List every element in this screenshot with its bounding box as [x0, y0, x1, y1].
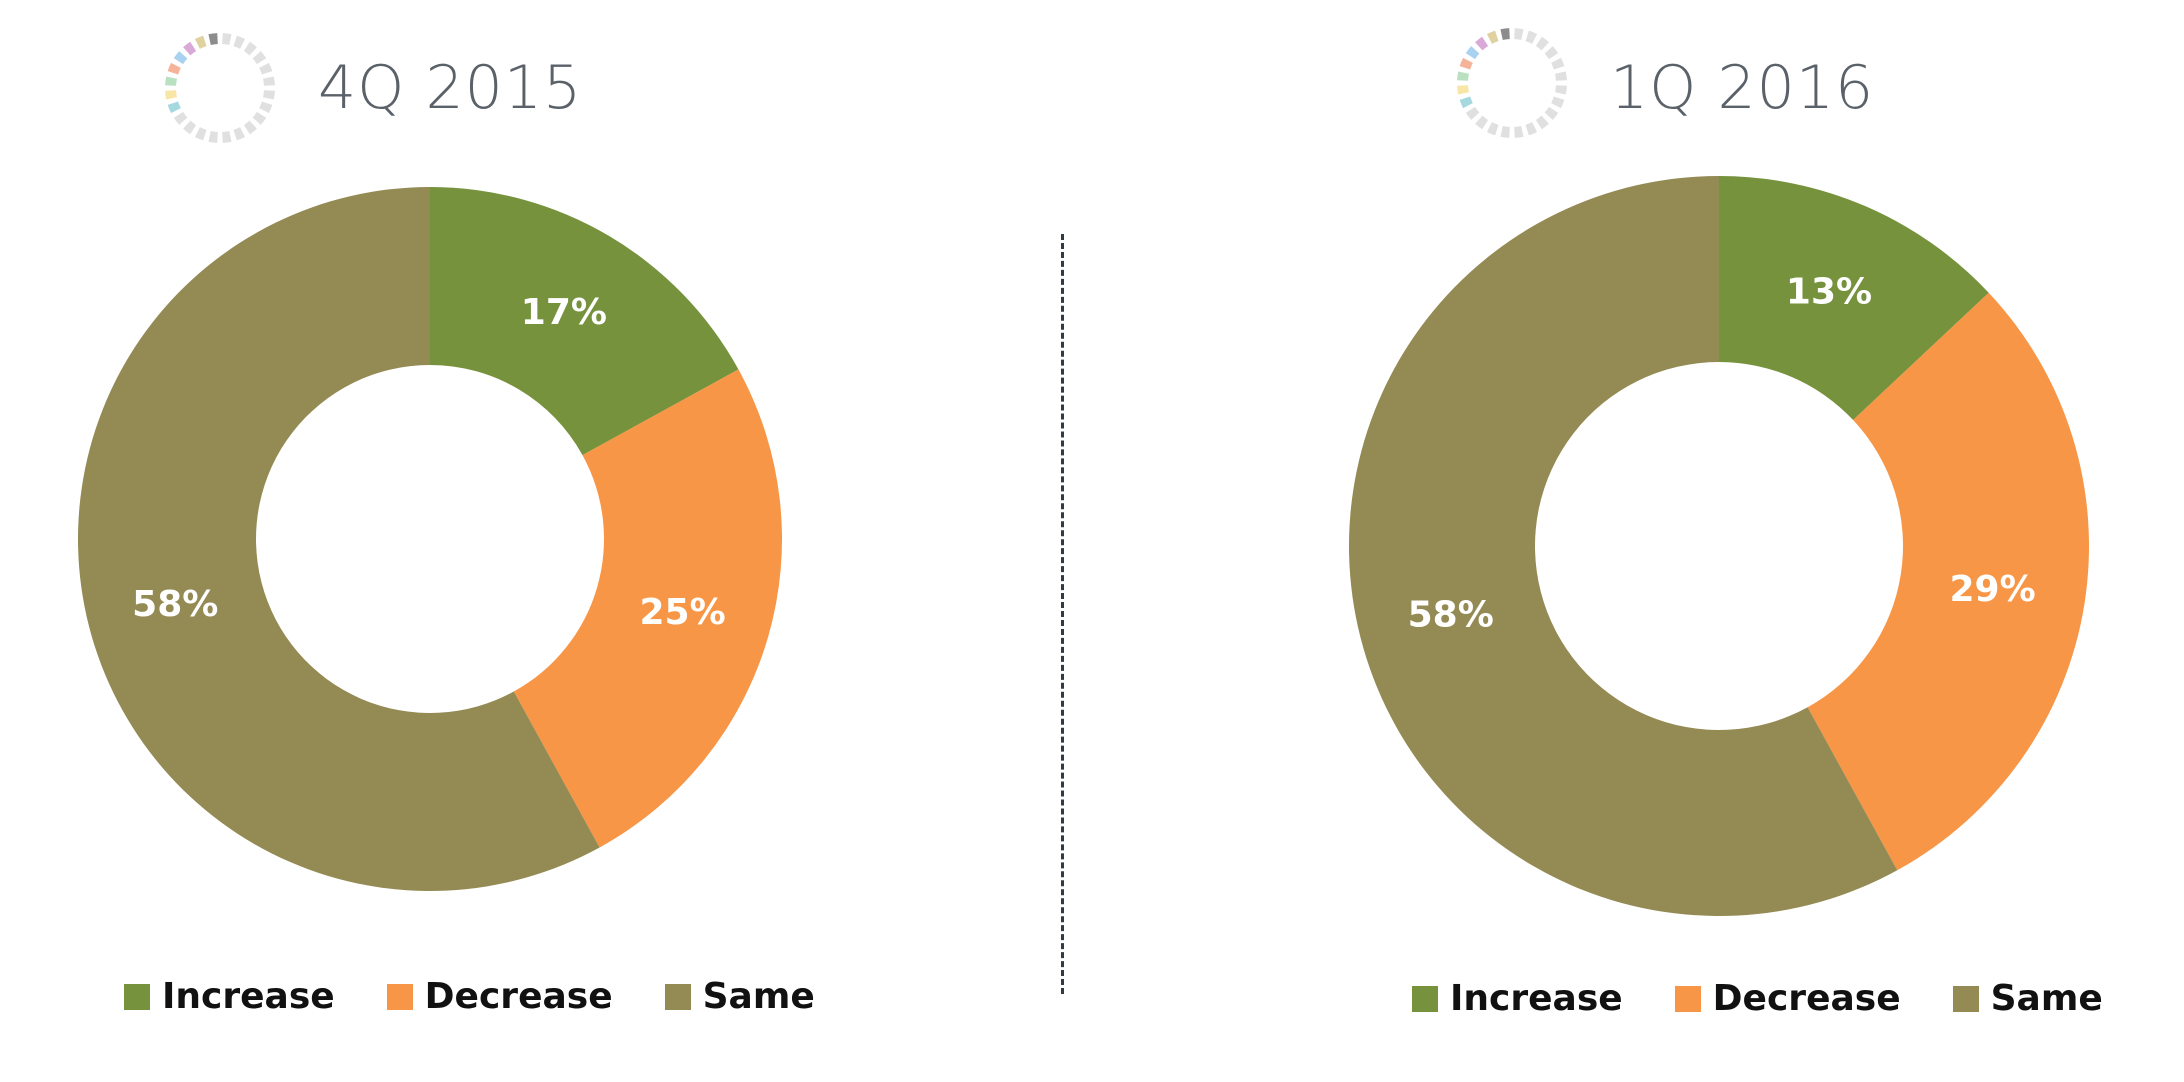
chart-panel-4q-2015: 4Q 2015 17% 25% 58% Increase Decrease Same	[78, 33, 815, 1017]
ring-segment	[1525, 122, 1538, 136]
ring-segment	[194, 127, 207, 141]
legend-item-same: Same	[664, 976, 815, 1017]
ring-segment	[1457, 71, 1469, 81]
donut-chart: 13% 29% 58%	[1348, 176, 2089, 916]
ring-segment	[1475, 115, 1489, 130]
donut-slice-decrease	[513, 369, 782, 848]
ring-segment	[208, 131, 218, 143]
data-label-increase: 13%	[1786, 271, 1872, 312]
legend-swatch-decrease	[1674, 985, 1701, 1012]
ring-segment	[1555, 71, 1567, 81]
legend-swatch-increase	[124, 983, 150, 1010]
ring-segment	[1486, 122, 1499, 136]
ring-segment	[208, 33, 218, 45]
chart-title: 1Q 2016	[1610, 53, 1875, 123]
donut-slice-same	[78, 187, 600, 891]
ring-segment	[222, 131, 232, 143]
ring-segment	[1525, 30, 1538, 44]
legend-item-increase: Increase	[124, 976, 335, 1017]
ring-segment	[1555, 85, 1567, 95]
ring-segment	[1514, 28, 1524, 40]
donut-slice-decrease	[1807, 292, 2089, 871]
chart-title: 4Q 2015	[318, 53, 583, 123]
ring-segment	[259, 62, 273, 75]
data-label-decrease: 29%	[1950, 569, 2036, 610]
chart-panel-1q-2016: 1Q 2016 13% 29% 58% Increase Decrease Same	[1092, 0, 2184, 1082]
ring-segment	[263, 76, 275, 86]
legend-item-decrease: Decrease	[1674, 978, 1901, 1019]
ring-segment	[167, 62, 181, 75]
ring-segment	[222, 33, 232, 45]
ring-segment	[173, 111, 188, 125]
segmented-ring-icon	[165, 33, 275, 143]
legend-item-increase: Increase	[1412, 978, 1623, 1019]
ring-segment	[1535, 115, 1549, 130]
data-label-decrease: 25%	[639, 592, 725, 633]
ring-segment	[252, 51, 267, 65]
ring-segment	[243, 41, 257, 56]
ring-segment	[1535, 36, 1549, 51]
legend-label-decrease: Decrease	[424, 976, 613, 1017]
ring-segment	[1544, 106, 1559, 120]
donut-slice-increase	[1719, 176, 1989, 421]
donut-slice-same	[1348, 176, 1898, 916]
chart-legend: Increase Decrease Same	[1412, 978, 2103, 1019]
ring-segment	[1459, 96, 1473, 109]
ring-segment	[1486, 30, 1499, 44]
ring-segment	[263, 90, 275, 100]
ring-segment	[1551, 57, 1565, 70]
ring-segment	[1457, 85, 1469, 95]
donut-slice-increase	[430, 187, 739, 456]
legend-swatch-decrease	[386, 983, 413, 1010]
ring-segment	[183, 120, 197, 135]
panel-divider	[1061, 234, 1064, 994]
ring-segment	[165, 76, 177, 86]
ring-segment	[233, 35, 246, 49]
legend-swatch-same	[664, 983, 691, 1010]
ring-segment	[1500, 28, 1510, 40]
segmented-ring-icon	[1457, 28, 1567, 138]
ring-segment	[1514, 126, 1524, 138]
legend-swatch-same	[1952, 985, 1979, 1012]
ring-segment	[1544, 46, 1559, 60]
data-label-same: 58%	[1408, 594, 1494, 635]
data-label-same: 58%	[132, 584, 218, 625]
legend-item-same: Same	[1952, 978, 2103, 1019]
ring-segment	[1465, 46, 1480, 60]
ring-segment	[165, 90, 177, 100]
ring-segment	[1551, 96, 1565, 109]
ring-segment	[252, 111, 267, 125]
chart-legend: Increase Decrease Same	[124, 976, 815, 1017]
legend-label-increase: Increase	[1450, 978, 1623, 1019]
legend-swatch-increase	[1412, 985, 1438, 1012]
ring-segment	[1465, 106, 1480, 120]
ring-segment	[183, 41, 197, 56]
legend-label-same: Same	[1990, 978, 2103, 1019]
ring-segment	[1475, 36, 1489, 51]
legend-item-decrease: Decrease	[386, 976, 613, 1017]
ring-segment	[243, 120, 257, 135]
legend-label-decrease: Decrease	[1712, 978, 1901, 1019]
ring-segment	[233, 127, 246, 141]
ring-segment	[194, 35, 207, 49]
legend-label-same: Same	[702, 976, 815, 1017]
legend-label-increase: Increase	[162, 976, 335, 1017]
donut-chart: 17% 25% 58%	[78, 187, 782, 891]
data-label-increase: 17%	[521, 292, 607, 333]
ring-segment	[173, 51, 188, 65]
ring-segment	[1500, 126, 1510, 138]
ring-segment	[1459, 57, 1473, 70]
ring-segment	[167, 101, 181, 114]
ring-segment	[259, 101, 273, 114]
